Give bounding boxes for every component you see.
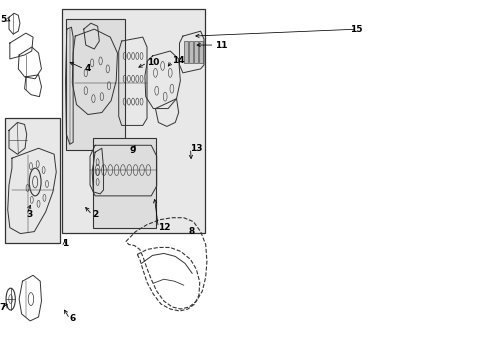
Text: 9: 9 <box>130 146 136 155</box>
Text: 3: 3 <box>27 210 33 219</box>
Text: 13: 13 <box>190 144 203 153</box>
Bar <box>193 41 197 63</box>
Text: 12: 12 <box>158 223 170 232</box>
Bar <box>183 41 187 63</box>
Bar <box>5 118 60 243</box>
Text: 11: 11 <box>214 41 226 50</box>
Bar <box>93 138 156 228</box>
Bar <box>188 41 192 63</box>
Text: 8: 8 <box>188 227 194 236</box>
Text: 2: 2 <box>92 210 98 219</box>
Text: 1: 1 <box>61 239 68 248</box>
Text: 14: 14 <box>172 57 184 66</box>
Text: 4: 4 <box>84 64 90 73</box>
Text: 6: 6 <box>70 314 76 323</box>
Text: 7: 7 <box>0 302 5 311</box>
Text: 10: 10 <box>147 58 159 67</box>
Bar <box>65 19 124 150</box>
Bar <box>61 9 205 233</box>
Text: 15: 15 <box>350 25 362 34</box>
Text: 5: 5 <box>0 15 6 24</box>
Bar <box>199 41 203 63</box>
